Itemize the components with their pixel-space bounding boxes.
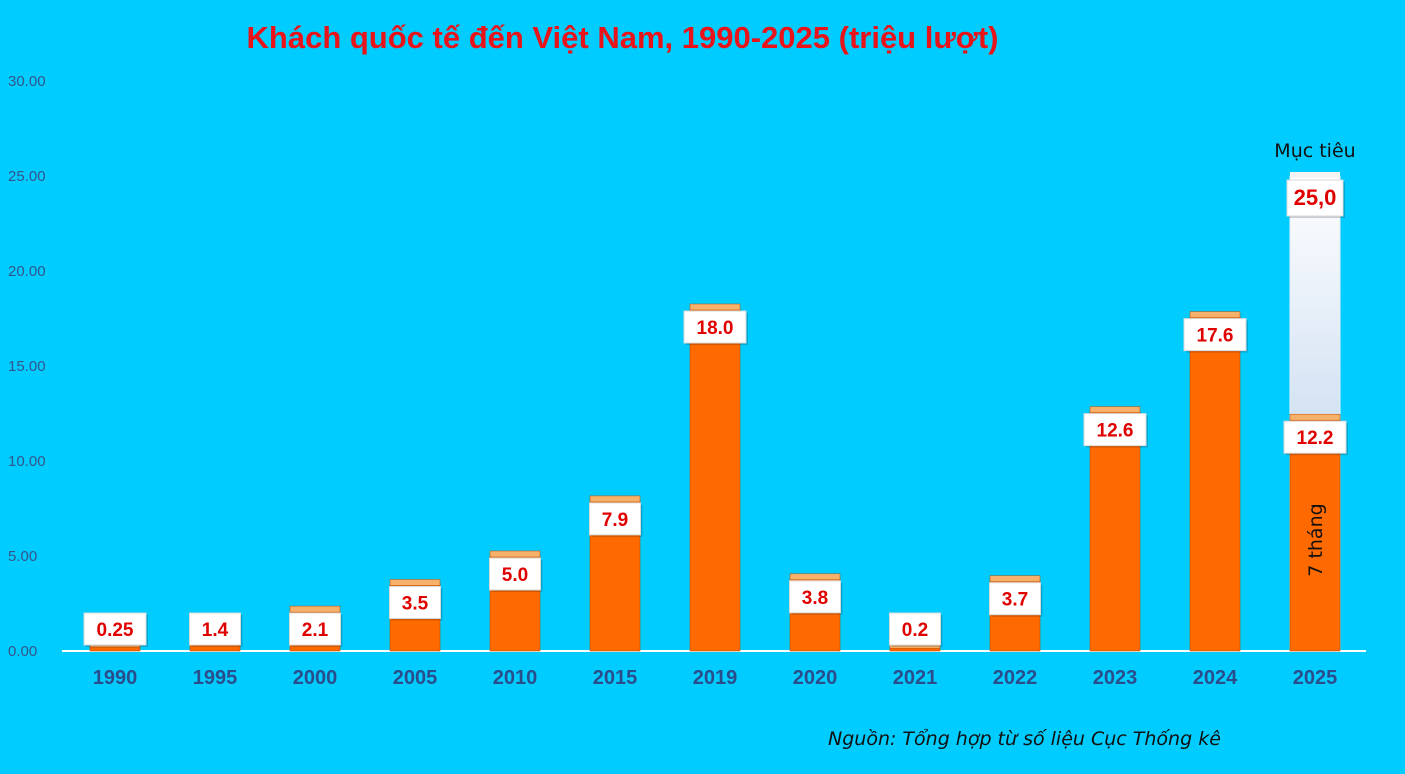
- target-bar-top: [1290, 172, 1340, 178]
- data-label-text: 25,0: [1294, 185, 1337, 210]
- x-tick-label: 1990: [93, 667, 138, 689]
- data-label-box: [83, 612, 147, 646]
- data-label-2015: 7.9: [589, 502, 643, 537]
- x-tick-label: 2023: [1093, 667, 1138, 689]
- data-label-text: 18.0: [697, 318, 734, 339]
- data-label-2021: 0.2: [889, 612, 943, 647]
- x-tick-label: 2025: [1293, 667, 1338, 689]
- bar-2025: [1289, 418, 1341, 652]
- bar-top-2010: [489, 550, 541, 558]
- data-label-2022: 3.7: [989, 582, 1043, 617]
- x-tick-label: 2020: [793, 667, 838, 689]
- bar-top-2024: [1189, 311, 1241, 318]
- bar-top-2005: [389, 579, 441, 586]
- bar-top-2025: [1289, 413, 1341, 421]
- data-label-text: 7.9: [602, 510, 628, 531]
- target-label: 25,0: [1286, 179, 1345, 218]
- data-label-box: [289, 612, 341, 646]
- x-tick-label: 1995: [193, 667, 238, 689]
- target-caption: Mục tiêu: [1274, 140, 1355, 162]
- y-tick-label: 15.00: [8, 358, 46, 375]
- data-label-box: [683, 310, 747, 344]
- data-label-2024: 17.6: [1183, 318, 1248, 353]
- data-label-2005: 3.5: [389, 586, 443, 621]
- bar-2023: [1089, 411, 1141, 652]
- bar-note: 7 tháng: [1305, 503, 1327, 576]
- data-label-box: [1286, 179, 1344, 217]
- data-label-box: [889, 612, 941, 646]
- bar-top-2015: [589, 495, 641, 503]
- y-tick-label: 25.00: [8, 168, 46, 185]
- x-tick-label: 2000: [293, 667, 338, 689]
- data-label-box: [489, 557, 541, 591]
- bar-top-2020: [789, 573, 841, 581]
- data-label-box: [1283, 420, 1347, 454]
- data-label-text: 2.1: [302, 620, 329, 641]
- y-tick-label: 20.00: [8, 263, 46, 280]
- data-label-text: 17.6: [1197, 326, 1234, 347]
- bar-top-2022: [989, 575, 1041, 582]
- chart-title: Khách quốc tế đến Việt Nam, 1990-2025 (t…: [246, 20, 999, 55]
- x-tick-label: 2010: [493, 667, 538, 689]
- bar-top-2023: [1089, 406, 1141, 413]
- data-label-text: 1.4: [202, 620, 229, 641]
- bar-2024: [1189, 316, 1241, 652]
- data-label-text: 0.25: [97, 620, 134, 641]
- data-label-box: [389, 586, 441, 619]
- x-tick-label: 2019: [693, 667, 738, 689]
- y-tick-label: 30.00: [8, 73, 46, 90]
- data-label-box: [789, 580, 841, 614]
- y-tick-label: 10.00: [8, 453, 46, 470]
- data-label-text: 3.5: [402, 594, 429, 615]
- data-label-2023: 12.6: [1083, 413, 1148, 448]
- x-tick-label: 2005: [393, 667, 438, 689]
- data-label-text: 5.0: [502, 565, 528, 586]
- y-tick-label: 5.00: [8, 548, 37, 565]
- data-label-2020: 3.8: [789, 580, 843, 615]
- x-tick-label: 2021: [893, 667, 938, 689]
- bar-top-2019: [689, 303, 741, 311]
- data-label-2019: 18.0: [683, 310, 748, 345]
- data-label-text: 12.2: [1297, 428, 1334, 449]
- data-label-text: 0.2: [902, 620, 928, 641]
- data-label-box: [1083, 413, 1147, 447]
- data-label-2000: 2.1: [289, 612, 343, 647]
- data-label-box: [989, 582, 1041, 616]
- data-label-2010: 5.0: [489, 557, 543, 592]
- data-label-text: 12.6: [1097, 421, 1134, 442]
- data-label-1995: 1.4: [189, 612, 243, 647]
- data-label-text: 3.7: [1002, 590, 1028, 611]
- bar-2019: [689, 308, 741, 652]
- data-label-2025: 12.2: [1283, 420, 1348, 456]
- x-tick-label: 2022: [993, 667, 1038, 689]
- data-label-box: [189, 612, 241, 646]
- y-tick-label: 0.00: [8, 643, 37, 660]
- x-tick-label: 2024: [1193, 667, 1238, 689]
- bar-top-2000: [289, 605, 341, 613]
- data-label-1990: 0.25: [83, 612, 148, 647]
- data-label-box: [1183, 318, 1247, 352]
- source-note: Nguồn: Tổng hợp từ số liệu Cục Thống kê: [828, 728, 1221, 750]
- x-tick-label: 2015: [593, 667, 638, 689]
- data-label-box: [589, 502, 641, 536]
- data-label-text: 3.8: [802, 588, 828, 609]
